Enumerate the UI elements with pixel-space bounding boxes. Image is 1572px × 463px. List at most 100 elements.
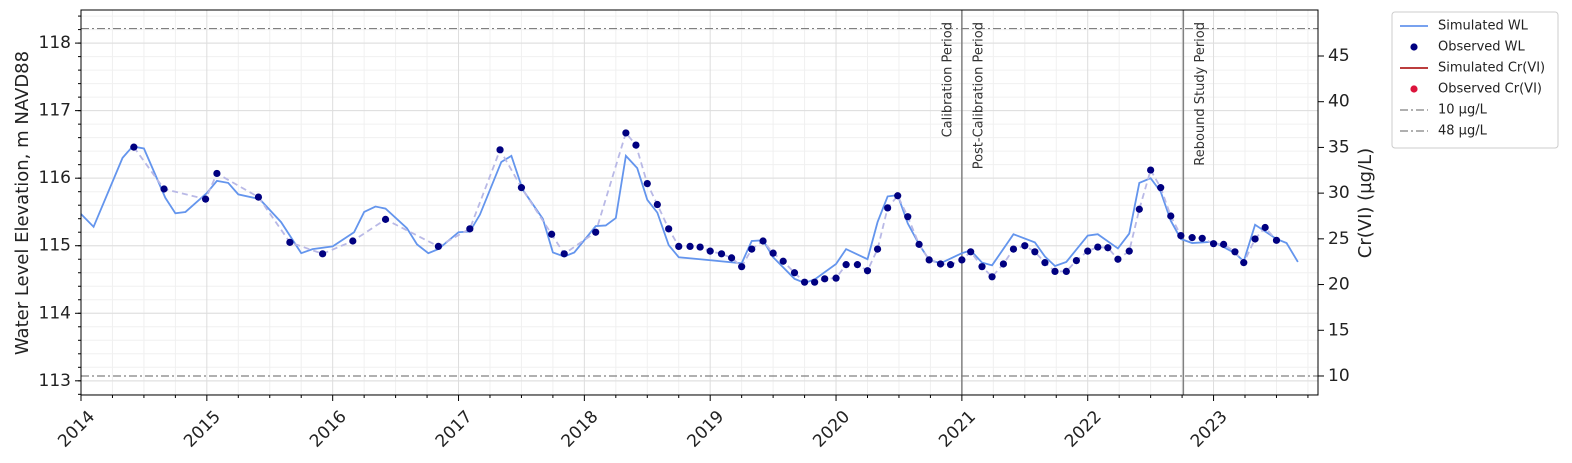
data-point: [967, 248, 975, 256]
legend-label: Observed Cr(VI): [1438, 82, 1542, 97]
data-point: [894, 192, 902, 200]
data-point: [1231, 248, 1239, 256]
x-tick-label: 2014: [54, 407, 99, 452]
data-point: [1135, 205, 1143, 213]
data-point: [675, 242, 683, 251]
data-point: [1062, 267, 1070, 275]
data-point: [1167, 212, 1175, 220]
data-point: [349, 237, 357, 245]
data-point: [706, 247, 714, 255]
x-tick-label: 2023: [1187, 407, 1232, 452]
data-point: [201, 195, 210, 203]
data-point: [517, 184, 526, 192]
data-point: [1188, 234, 1196, 242]
data-point: [665, 225, 673, 233]
y2-tick-label: 35: [1328, 137, 1350, 157]
x-tick-label: 2017: [432, 407, 477, 452]
data-point: [686, 242, 694, 251]
x-tick-label: 2022: [1061, 407, 1106, 452]
x-tick-label: 2016: [306, 407, 351, 452]
y2-axis-label: Cr(VI) (µg/L): [1355, 148, 1376, 258]
data-point: [863, 267, 872, 275]
y-tick-label: 114: [39, 303, 71, 323]
data-point: [811, 278, 819, 286]
legend-label: Simulated WL: [1438, 19, 1529, 34]
data-point: [466, 225, 474, 233]
legend-box: [1391, 11, 1559, 149]
data-point: [1009, 245, 1018, 253]
data-point: [759, 237, 767, 245]
legend-label: 48 µg/L: [1438, 124, 1488, 139]
data-point: [548, 230, 556, 238]
legend-swatch: [1410, 85, 1418, 93]
y-axis-label: Water Level Elevation, m NAVD88: [12, 51, 33, 355]
period-label: Calibration Period: [940, 22, 955, 137]
data-point: [160, 185, 168, 193]
x-tick-label: 2021: [935, 407, 980, 452]
legend-label: Simulated Cr(VI): [1438, 61, 1545, 76]
data-point: [254, 193, 263, 201]
y-tick-label: 113: [39, 371, 71, 391]
data-point: [1072, 256, 1080, 265]
data-point: [727, 254, 736, 262]
data-point: [1031, 248, 1039, 256]
series-line: [80, 145, 1299, 284]
data-point: [592, 228, 600, 236]
data-point: [1261, 223, 1269, 232]
data-point: [779, 257, 787, 265]
y2-tick-label: 30: [1328, 183, 1350, 203]
y2-tick-label: 45: [1328, 46, 1350, 66]
data-point: [1021, 242, 1029, 250]
data-point: [696, 243, 704, 251]
data-point: [1147, 166, 1155, 174]
data-point: [286, 238, 294, 246]
data-point: [999, 260, 1008, 268]
data-point: [1114, 255, 1122, 263]
data-point: [1084, 247, 1092, 255]
data-point: [1104, 244, 1112, 252]
y2-tick-label: 20: [1328, 275, 1350, 295]
data-point: [884, 204, 892, 212]
data-point: [213, 169, 221, 178]
y-tick-label: 118: [39, 33, 71, 53]
y-tick-label: 117: [39, 101, 71, 121]
data-point: [1240, 259, 1248, 267]
data-point: [1157, 184, 1165, 192]
data-point: [1177, 231, 1185, 240]
legend-label: 10 µg/L: [1438, 103, 1488, 118]
data-point: [769, 249, 777, 257]
data-point: [853, 261, 862, 269]
data-point: [842, 261, 850, 269]
data-point: [821, 275, 829, 283]
data-point: [653, 200, 661, 209]
data-point: [1272, 236, 1281, 244]
data-point: [434, 242, 442, 251]
y2-tick-label: 25: [1328, 229, 1350, 249]
legend-swatch: [1410, 43, 1418, 51]
data-point: [319, 250, 327, 258]
legend-label: Observed WL: [1438, 40, 1526, 55]
data-point: [925, 256, 933, 264]
data-point: [496, 146, 504, 154]
data-point: [632, 141, 640, 149]
data-point: [800, 278, 809, 286]
data-point: [1220, 240, 1228, 248]
data-point: [1209, 240, 1218, 248]
data-point: [717, 250, 726, 258]
data-point: [915, 240, 923, 248]
x-tick-label: 2018: [558, 407, 603, 452]
data-point: [904, 213, 912, 221]
data-point: [748, 245, 756, 253]
data-point: [622, 129, 630, 137]
data-point: [832, 274, 840, 282]
y2-tick-label: 15: [1328, 320, 1350, 340]
y2-tick-label: 10: [1328, 366, 1350, 386]
period-label: Rebound Study Period: [1193, 22, 1208, 166]
data-point: [1051, 267, 1059, 275]
data-point: [946, 261, 955, 269]
data-point: [1094, 243, 1102, 251]
x-tick-label: 2020: [809, 407, 854, 452]
y-tick-label: 115: [39, 236, 71, 256]
data-point: [790, 269, 799, 277]
